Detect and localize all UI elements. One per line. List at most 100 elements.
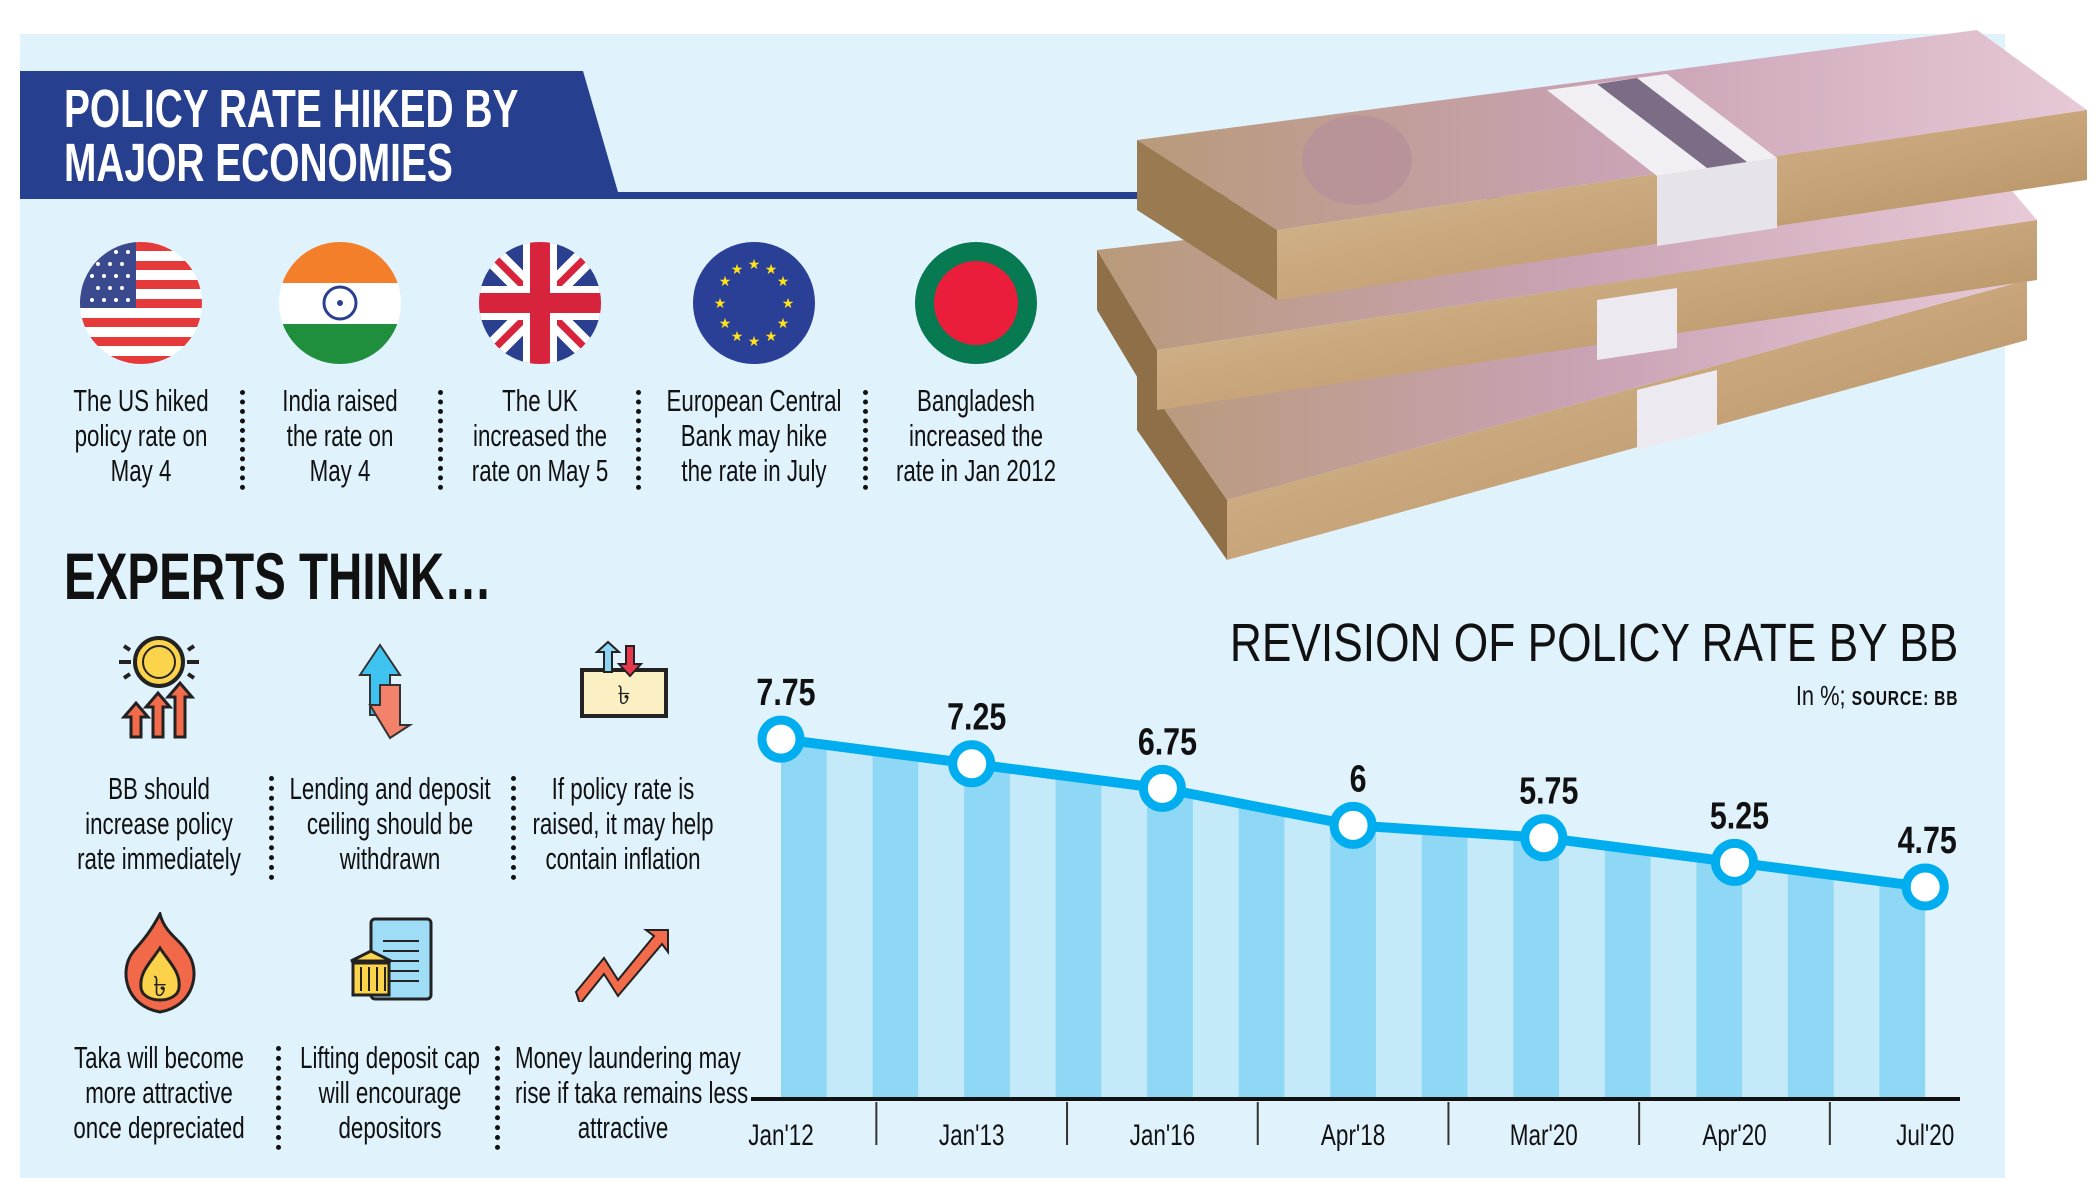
data-label: 5.75: [1519, 771, 1578, 813]
expert-opinion-5: Lifting deposit cap will encourage deposit…: [282, 1040, 498, 1145]
data-label: 6.75: [1138, 721, 1197, 763]
divider: [511, 776, 516, 880]
data-point: [1138, 764, 1186, 812]
x-tick-label: Jul'20: [1896, 1118, 1954, 1152]
taka-fire-icon: ৳: [124, 912, 196, 1014]
opinion-line: ceiling should be: [306, 806, 474, 841]
data-point: [757, 715, 805, 763]
opinion-line: once depreciated: [73, 1110, 245, 1145]
svg-text:★: ★: [719, 315, 732, 331]
area-stripe: [964, 739, 1011, 1099]
data-points: 7.75 7.25 6.75 6 5.75 5.25 4.75: [756, 672, 1957, 911]
top-stack: [1137, 30, 2087, 300]
area-stripe: [1421, 739, 1469, 1099]
caption-line: May 4: [309, 453, 371, 488]
area-stripe: [1192, 739, 1240, 1099]
title-line-2: MAJOR ECONOMIES: [64, 133, 453, 193]
economy-caption-india: India raised the rate on May 4: [232, 383, 448, 488]
divider: [495, 1046, 500, 1150]
opinion-line: will encourage: [318, 1075, 462, 1110]
caption-line: rate on May 5: [471, 453, 609, 488]
svg-text:★: ★: [731, 261, 744, 277]
caption-line: European Central: [666, 383, 842, 418]
svg-text:★: ★: [765, 261, 778, 277]
divider: [438, 390, 443, 490]
opinion-line: contain inflation: [545, 841, 701, 876]
caption-line: Bangladesh: [917, 383, 1035, 418]
opinion-line: If policy rate is: [551, 771, 695, 806]
area-stripe: [1101, 739, 1148, 1099]
opinion-line: depositors: [338, 1110, 442, 1145]
x-tick-label: Apr'18: [1321, 1118, 1385, 1152]
data-label: 6: [1350, 758, 1367, 800]
opinion-line: rate immediately: [77, 841, 241, 876]
chart-source: SOURCE: BB: [1851, 688, 1958, 710]
divider: [276, 1046, 281, 1150]
svg-text:★: ★: [714, 295, 727, 311]
area-stripe: [918, 739, 965, 1099]
caption-line: The US hiked: [73, 383, 209, 418]
area-stripe: [1055, 739, 1102, 1099]
opinion-line: Lending and deposit: [289, 771, 491, 806]
expert-opinion-2: Lending and deposit ceiling should be with…: [282, 771, 498, 876]
economy-caption-bangladesh: Bangladesh increased the rate in Jan 2012: [868, 383, 1084, 488]
svg-text:৳: ৳: [153, 971, 167, 1002]
area-stripe: [1009, 739, 1057, 1099]
opinion-line: Money laundering may: [515, 1040, 741, 1075]
data-label: 7.75: [756, 672, 815, 714]
opinion-line: raised, it may help: [532, 806, 714, 841]
data-point: [1520, 814, 1568, 862]
opinion-line: withdrawn: [339, 841, 441, 876]
svg-text:★: ★: [719, 273, 732, 289]
svg-text:★: ★: [731, 328, 744, 344]
economy-caption-eu: European Central Bank may hike the rate in…: [646, 383, 862, 488]
opinion-line: Taka will become: [74, 1040, 244, 1075]
divider: [636, 390, 641, 490]
data-point: [948, 740, 996, 788]
svg-text:★: ★: [782, 295, 795, 311]
opinion-line: BB should: [108, 771, 210, 806]
data-point: [1711, 838, 1758, 886]
banner-rule: [20, 192, 1500, 199]
area-stripe: [826, 739, 874, 1099]
taka-banknote-stacks-illustration: [1097, 30, 2087, 560]
trend-up-arrow-icon: [574, 929, 669, 1002]
area-stripe: [1147, 739, 1194, 1099]
divider: [240, 390, 245, 490]
area-stripe: [1787, 739, 1835, 1099]
divider: [863, 390, 868, 490]
chart-subtitle: In %; SOURCE: BB: [1796, 680, 1958, 712]
caption-line: increased the: [472, 418, 608, 453]
opinion-line: rise if taka remains less: [515, 1075, 749, 1110]
opinion-line: increase policy: [85, 806, 233, 841]
caption-line: the rate on: [286, 418, 394, 453]
svg-text:৳: ৳: [618, 680, 631, 710]
x-axis-ticks: Jan'12 Jan'13 Jan'16 Apr'18 Mar'20 Apr'20 Jul'…: [748, 1102, 1954, 1152]
x-tick-label: Mar'20: [1510, 1118, 1578, 1152]
bank-document-icon: [350, 917, 433, 1001]
eu-flag-icon: ★ ★ ★ ★ ★ ★ ★ ★ ★ ★ ★ ★: [693, 242, 815, 364]
data-point: [1329, 801, 1377, 849]
taka-note-icon: ৳: [580, 640, 668, 718]
opinion-line: more attractive: [85, 1075, 233, 1110]
x-tick-label: Jan'16: [1130, 1118, 1196, 1152]
data-label: 5.25: [1710, 795, 1769, 837]
data-label: 7.25: [947, 697, 1006, 739]
opinion-line: attractive: [577, 1110, 669, 1145]
economy-caption-uk: The UK increased the rate on May 5: [432, 383, 648, 488]
area-stripe: [1375, 739, 1423, 1099]
chart-title: REVISION OF POLICY RATE BY BB: [1229, 613, 1958, 673]
svg-text:★: ★: [765, 328, 778, 344]
caption-line: Bank may hike: [680, 418, 828, 453]
svg-text:★: ★: [748, 256, 761, 272]
data-label: 4.75: [1898, 820, 1957, 862]
caption-line: policy rate on: [74, 418, 208, 453]
title-line-1: POLICY RATE HIKED BY: [64, 79, 519, 139]
economy-caption-us: The US hiked policy rate on May 4: [33, 383, 249, 488]
area-stripe: [1833, 739, 1880, 1099]
expert-opinion-4: Taka will become more attractive once depr…: [51, 1040, 267, 1145]
coin-rising-arrows-icon: [119, 636, 199, 739]
bangladesh-flag-icon: [915, 242, 1037, 364]
area-stripe: [872, 739, 919, 1099]
